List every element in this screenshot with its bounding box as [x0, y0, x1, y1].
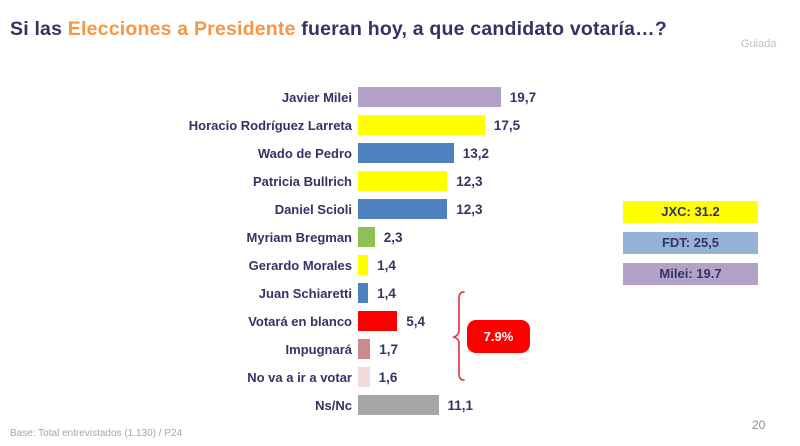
title-prefix: Si las — [10, 18, 68, 40]
bar — [358, 367, 370, 387]
category-label: Gerardo Morales — [248, 257, 352, 273]
bar — [358, 87, 501, 107]
chart-row: Votará en blanco 5,4 — [0, 307, 640, 335]
category-label: Javier Milei — [281, 89, 352, 105]
watermark-guiada: Guiada — [741, 38, 777, 50]
value-label: 12,3 — [456, 201, 483, 217]
value-label: 2,3 — [383, 229, 403, 245]
title-highlight: Elecciones a Presidente — [67, 18, 296, 40]
title-suffix: fueran hoy, a que candidato votaría…? — [295, 18, 667, 40]
bar — [358, 171, 448, 191]
category-label: Wado de Pedro — [257, 145, 352, 161]
value-label: 1,7 — [379, 341, 399, 357]
chart-row: Patricia Bullrich 12,3 — [0, 167, 640, 195]
category-label: Impugnará — [285, 341, 352, 357]
legend: JXC: 31.2 FDT: 25,5 Milei: 19.7 — [623, 201, 758, 294]
chart-row: Juan Schiaretti 1,4 — [0, 279, 640, 307]
page-title: Si las Elecciones a Presidente fueran ho… — [10, 18, 792, 41]
bar — [358, 255, 369, 275]
chart-row: Gerardo Morales 1,4 — [0, 251, 640, 279]
bar — [358, 339, 371, 359]
bar — [358, 311, 398, 331]
group-total-badge: 7.9% — [467, 320, 530, 353]
page-number: 20 — [752, 418, 766, 432]
chart-row: Javier Milei 19,7 — [0, 83, 640, 111]
category-label: No va a ir a votar — [247, 369, 352, 385]
bar — [358, 199, 448, 219]
chart-row: Wado de Pedro 13,2 — [0, 139, 640, 167]
value-label: 1,4 — [377, 285, 396, 301]
value-label: 11,1 — [447, 397, 474, 413]
category-label: Myriam Bregman — [246, 229, 352, 245]
bar — [358, 395, 439, 415]
value-label: 5,4 — [406, 313, 425, 329]
legend-entry: FDT: 25,5 — [623, 232, 758, 254]
category-label: Juan Schiaretti — [258, 285, 352, 301]
value-label: 13,2 — [462, 145, 489, 161]
value-label: 1,4 — [377, 257, 396, 273]
category-label: Ns/Nc — [315, 397, 352, 413]
chart-row: Myriam Bregman 2,3 — [0, 223, 640, 251]
base-note: Base: Total entrevistados (1.130) / P24 — [10, 428, 183, 439]
legend-entry: JXC: 31.2 — [623, 201, 758, 223]
bar — [358, 283, 369, 303]
group-bracket — [451, 291, 465, 381]
value-label: 17,5 — [493, 117, 521, 133]
category-label: Horacio Rodríguez Larreta — [188, 117, 352, 133]
bar — [358, 227, 375, 247]
bar — [358, 115, 485, 135]
value-label: 12,3 — [456, 173, 483, 189]
category-label: Votará en blanco — [248, 313, 352, 329]
bar — [358, 143, 454, 163]
chart-rows: Javier Milei 19,7 Horacio Rodríguez Larret… — [0, 83, 640, 419]
category-label: Daniel Scioli — [274, 201, 352, 217]
chart-row: Ns/Nc 11,1 — [0, 391, 640, 419]
chart-row: Horacio Rodríguez Larreta 17,5 — [0, 111, 640, 139]
chart-row: Daniel Scioli 12,3 — [0, 195, 640, 223]
chart-row: Impugnará 1,7 — [0, 335, 640, 363]
legend-entry: Milei: 19.7 — [623, 263, 758, 285]
value-label: 1,6 — [378, 369, 398, 385]
category-label: Patricia Bullrich — [253, 173, 352, 189]
value-label: 19,7 — [509, 89, 537, 105]
chart-row: No va a ir a votar 1,6 — [0, 363, 640, 391]
